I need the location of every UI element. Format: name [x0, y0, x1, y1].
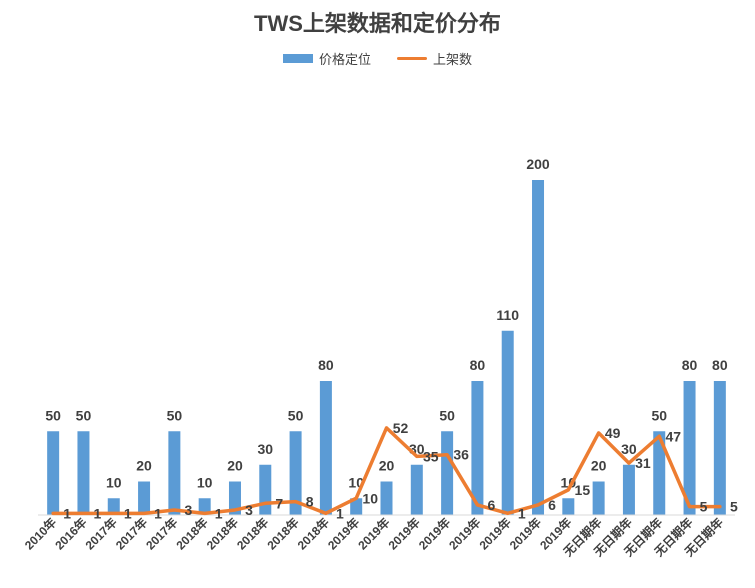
bar-value-label: 80 — [712, 357, 728, 373]
line-value-label: 1 — [63, 505, 71, 521]
bar-value-label: 80 — [470, 357, 486, 373]
line-value-label: 1 — [518, 505, 526, 521]
bar — [350, 498, 363, 515]
x-tick-label: 2018年 — [233, 515, 271, 553]
bar — [107, 498, 120, 515]
line-value-label: 8 — [306, 494, 314, 510]
line-value-label: 49 — [605, 425, 621, 441]
bar-value-label: 50 — [76, 407, 92, 423]
bar — [592, 481, 605, 515]
line-value-label: 1 — [94, 505, 102, 521]
x-tick-label: 2019年 — [476, 515, 514, 553]
bar — [622, 464, 635, 515]
bar — [319, 381, 332, 515]
bar — [168, 431, 181, 515]
x-tick-label: 2019年 — [415, 515, 453, 553]
bar — [410, 464, 423, 515]
bar-value-label: 50 — [45, 407, 61, 423]
bar-value-label: 50 — [651, 407, 667, 423]
bar-value-label: 80 — [318, 357, 334, 373]
legend-label-bar: 价格定位 — [318, 52, 371, 67]
line-series — [51, 426, 722, 516]
line-value-label: 1 — [336, 505, 344, 521]
x-tick-label: 2019年 — [355, 515, 393, 553]
legend-item-line: 上架数 — [397, 49, 472, 68]
bar-value-label: 30 — [257, 441, 273, 457]
line-value-label: 5 — [730, 499, 738, 515]
bar-value-label: 50 — [439, 407, 455, 423]
line-value-label: 3 — [245, 502, 253, 518]
x-tick-label: 2019年 — [446, 515, 484, 553]
bar — [77, 431, 90, 515]
bar — [501, 330, 514, 515]
x-tick-label: 2010年 — [21, 515, 59, 553]
bar — [471, 381, 484, 515]
legend-swatch-line — [397, 57, 427, 60]
line-value-label: 6 — [548, 497, 556, 513]
bar — [259, 464, 272, 515]
line-value-label: 5 — [700, 499, 708, 515]
line-value-label: 6 — [488, 497, 496, 513]
legend-label-line: 上架数 — [433, 52, 473, 67]
bar — [713, 381, 726, 515]
bar — [532, 180, 545, 515]
line-value-label: 35 — [423, 448, 439, 464]
bar — [228, 481, 241, 515]
bar — [47, 431, 60, 515]
legend-swatch-bar — [282, 54, 313, 63]
legend-item-bar: 价格定位 — [282, 49, 371, 68]
bar — [562, 498, 575, 515]
bar — [441, 431, 454, 515]
bar — [653, 431, 666, 515]
bar-value-label: 10 — [561, 474, 577, 490]
x-tick-label: 2018年 — [173, 515, 211, 553]
line-value-label: 31 — [635, 455, 651, 471]
bar-value-label: 20 — [591, 458, 607, 474]
line-value-label: 7 — [275, 495, 283, 511]
bar-value-label: 50 — [167, 407, 183, 423]
line-value-label: 1 — [215, 505, 223, 521]
bar-value-label: 110 — [496, 307, 519, 323]
line-value-label: 47 — [665, 428, 681, 444]
x-tick-label: 2018年 — [264, 515, 302, 553]
bar — [198, 498, 211, 515]
bar-value-label: 20 — [379, 458, 395, 474]
bar-value-label: 10 — [106, 474, 122, 490]
line-value-label: 52 — [393, 420, 409, 436]
x-tick-label: 2019年 — [385, 515, 423, 553]
legend: 价格定位 上架数 — [0, 49, 755, 68]
line-value-label: 3 — [184, 502, 192, 518]
chart-title: TWS上架数据和定价分布 — [254, 11, 501, 36]
bar-value-label: 200 — [526, 156, 550, 172]
bar-value-label: 20 — [227, 458, 243, 474]
bar — [380, 481, 393, 515]
bar-value-label: 30 — [621, 441, 637, 457]
bar — [683, 381, 696, 515]
x-tick-label: 2018年 — [294, 515, 332, 553]
bar-value-label: 20 — [136, 458, 152, 474]
line-value-label: 1 — [154, 505, 162, 521]
line-value-label: 1 — [124, 505, 132, 521]
bar — [289, 431, 302, 515]
bar-value-label: 10 — [197, 474, 213, 490]
line-value-label: 10 — [362, 490, 378, 506]
line-value-label: 36 — [453, 447, 469, 463]
line-value-label: 15 — [575, 482, 591, 498]
bar — [138, 481, 151, 515]
bar-value-label: 50 — [288, 407, 304, 423]
bar-value-label: 80 — [682, 357, 698, 373]
